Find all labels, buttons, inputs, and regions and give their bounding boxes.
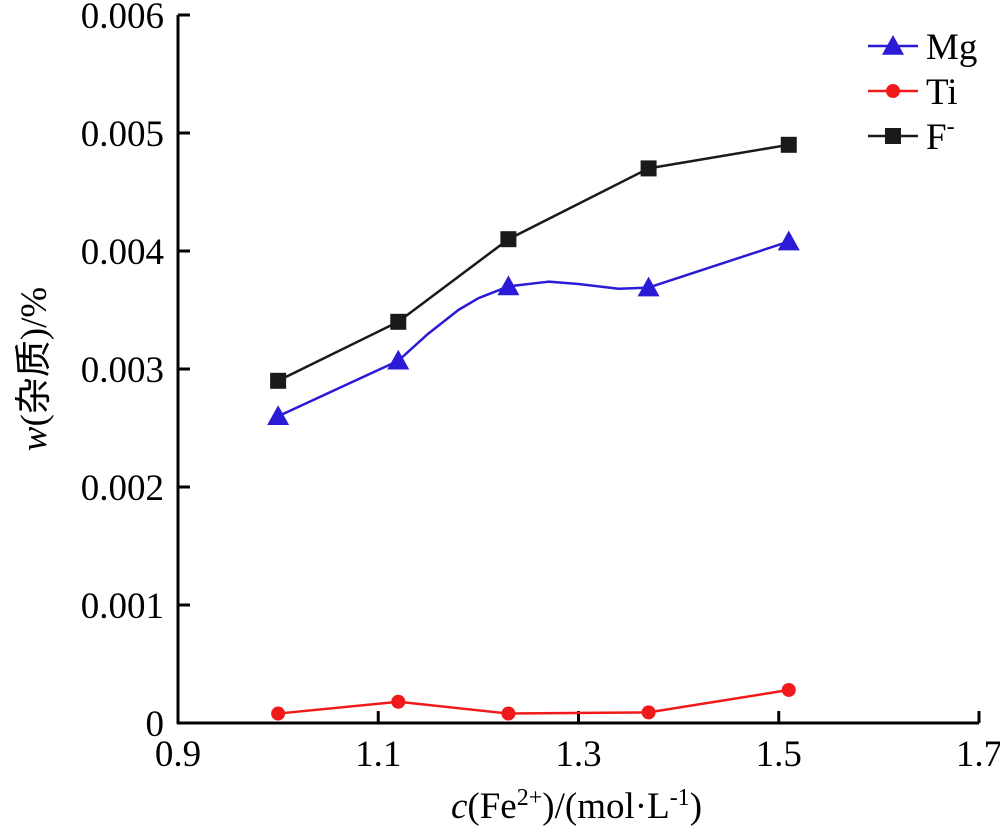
y-tick-label: 0.001 [81, 586, 164, 627]
legend-marker-ti [886, 84, 900, 98]
y-tick-label: 0.005 [81, 114, 164, 155]
y-tick-label: 0.004 [81, 232, 164, 273]
series-line-mg [277, 240, 790, 418]
series-line-f [277, 143, 789, 382]
series-line-ti [278, 688, 789, 715]
legend-item-ti: Ti [868, 72, 958, 113]
legend-item-f: F- [868, 114, 955, 158]
y-tick-label: 0.006 [81, 0, 164, 37]
x-ticks: 0.9 1.1 1.3 1.5 1.7 [155, 711, 1000, 775]
data-point-f [640, 160, 657, 177]
x-tick-label: 1.5 [756, 734, 802, 775]
x-tick-label: 1.1 [355, 734, 401, 775]
series-layer [267, 136, 800, 721]
data-point-f [390, 313, 407, 330]
y-tick-label: 0.003 [81, 350, 164, 391]
legend-label-mg: Mg [926, 27, 977, 68]
x-axis-label-sup1: 2+ [517, 785, 543, 811]
axes [176, 15, 979, 725]
y-tick-label: 0.002 [81, 468, 164, 509]
x-tick-label: 1.3 [555, 734, 601, 775]
x-tick-label: 1.7 [956, 734, 1000, 775]
data-point-ti [391, 694, 406, 709]
data-point-mg [497, 275, 520, 296]
series-f [270, 136, 797, 389]
x-axis-label: c(Fe2+)/(mol·L-1) [451, 785, 702, 827]
x-axis-label-close: ) [690, 786, 702, 827]
y-axis-label-var: w [14, 426, 55, 451]
x-axis-label-mid: )/(mol·L [542, 786, 669, 827]
legend-label-f: F- [926, 114, 955, 158]
y-tick-label: 0 [146, 704, 165, 745]
legend-marker-f [885, 128, 901, 144]
y-axis-label-rest: (杂质)/% [14, 287, 55, 427]
legend-label-ti: Ti [926, 72, 958, 113]
series-ti [271, 682, 796, 721]
legend-item-mg: Mg [868, 27, 977, 68]
data-point-mg [637, 276, 660, 297]
data-point-ti [501, 706, 516, 721]
series-mg [267, 230, 800, 425]
data-point-ti [271, 706, 286, 721]
y-axis-label: w(杂质)/% [14, 287, 55, 451]
data-point-f [270, 372, 287, 389]
data-point-ti [781, 682, 796, 697]
legend-marker-mg [882, 35, 904, 55]
data-point-f [500, 231, 517, 248]
x-axis-label-sup2: -1 [670, 785, 690, 811]
data-point-ti [641, 705, 656, 720]
x-axis-label-open: (Fe [467, 786, 516, 827]
data-point-f [780, 136, 797, 153]
y-ticks: 0 0.001 0.002 0.003 0.004 0.005 0.006 [81, 0, 190, 745]
data-point-mg [777, 230, 800, 251]
x-tick-label: 0.9 [155, 734, 201, 775]
x-axis-label-var: c [451, 786, 468, 827]
data-point-mg [387, 349, 410, 370]
data-point-mg [267, 405, 290, 425]
